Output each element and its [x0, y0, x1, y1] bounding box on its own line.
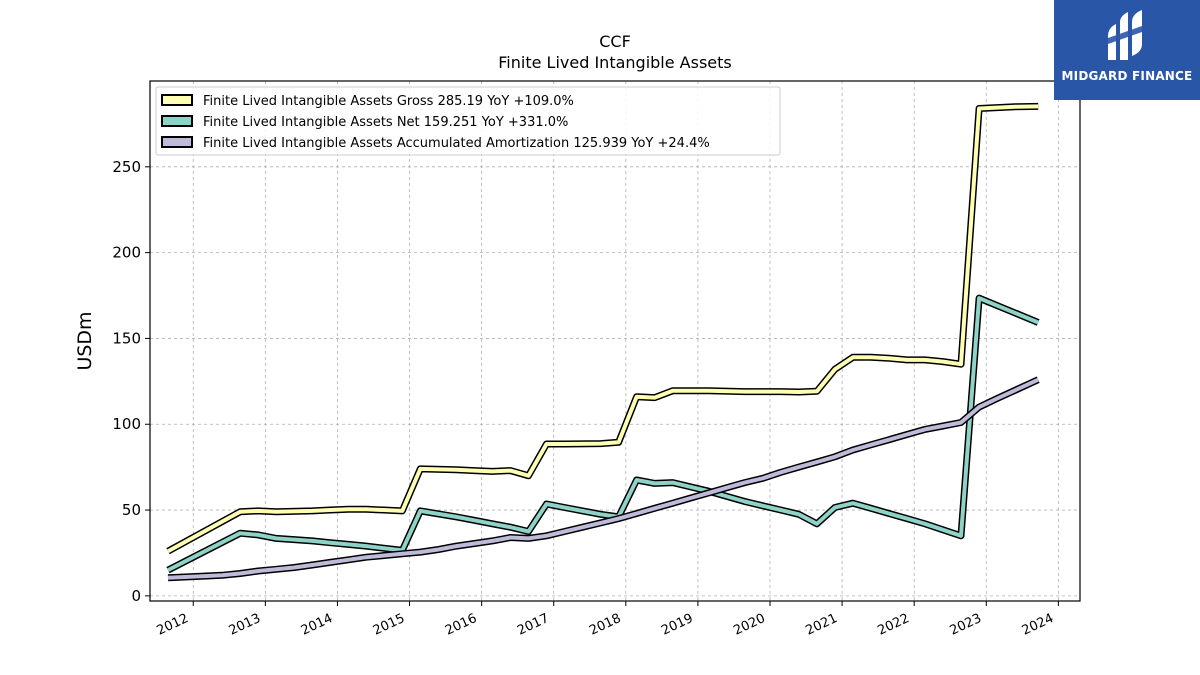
y-tick-label: 150	[112, 329, 141, 347]
x-tick-label: 2016	[443, 611, 479, 639]
legend-swatch-2	[161, 136, 193, 148]
legend-swatch-0	[161, 94, 193, 106]
legend-entry-0: Finite Lived Intangible Assets Gross 285…	[203, 94, 574, 109]
y-tick-label: 100	[112, 415, 141, 433]
series-outline-2	[167, 376, 1040, 582]
legend-entry-2: Finite Lived Intangible Assets Accumulat…	[203, 136, 710, 151]
grid	[150, 81, 1080, 601]
series-line-0	[167, 104, 1039, 553]
brand-logo: MIDGARD FINANCE	[1054, 0, 1200, 100]
logo-text: MIDGARD FINANCE	[1061, 69, 1193, 83]
x-tick-label: 2019	[659, 611, 695, 639]
x-tick-label: 2017	[515, 611, 551, 639]
x-tick-label: 2012	[155, 611, 191, 639]
x-tick-label: 2023	[948, 611, 984, 639]
plot-frame	[149, 80, 1081, 602]
series-line-1	[167, 296, 1039, 572]
series-lines	[166, 102, 1040, 582]
legend-entry-1: Finite Lived Intangible Assets Net 159.2…	[203, 115, 568, 130]
x-tick-label: 2020	[731, 611, 767, 639]
legend-box	[155, 86, 781, 156]
x-tick-label: 2018	[587, 611, 623, 639]
x-tick-label: 2014	[299, 611, 335, 639]
chart-subtitle: Finite Lived Intangible Assets	[498, 53, 731, 72]
legend-swatch-1	[161, 115, 193, 127]
series-outline-0	[166, 102, 1039, 555]
y-axis-label: USDm	[74, 311, 96, 370]
x-tick-label: 2021	[803, 611, 839, 639]
series-line-2	[167, 377, 1040, 580]
x-tick-label: 2013	[227, 611, 263, 639]
y-tick-label: 50	[122, 501, 141, 519]
y-tick-label: 0	[131, 587, 141, 605]
chart-title: CCF	[599, 32, 631, 51]
logo-mark-icon	[1108, 10, 1142, 60]
axes: 2012 2013 2014 2015 2016 2017 2018 2019 2020 2021…	[112, 158, 1059, 639]
x-tick-label: 2024	[1020, 611, 1056, 639]
legend: Finite Lived Intangible Assets Gross 285…	[155, 86, 781, 156]
y-tick-label: 250	[112, 158, 141, 176]
y-tick-label: 200	[112, 244, 141, 262]
x-tick-label: 2015	[371, 611, 407, 639]
x-tick-label: 2022	[876, 611, 912, 639]
